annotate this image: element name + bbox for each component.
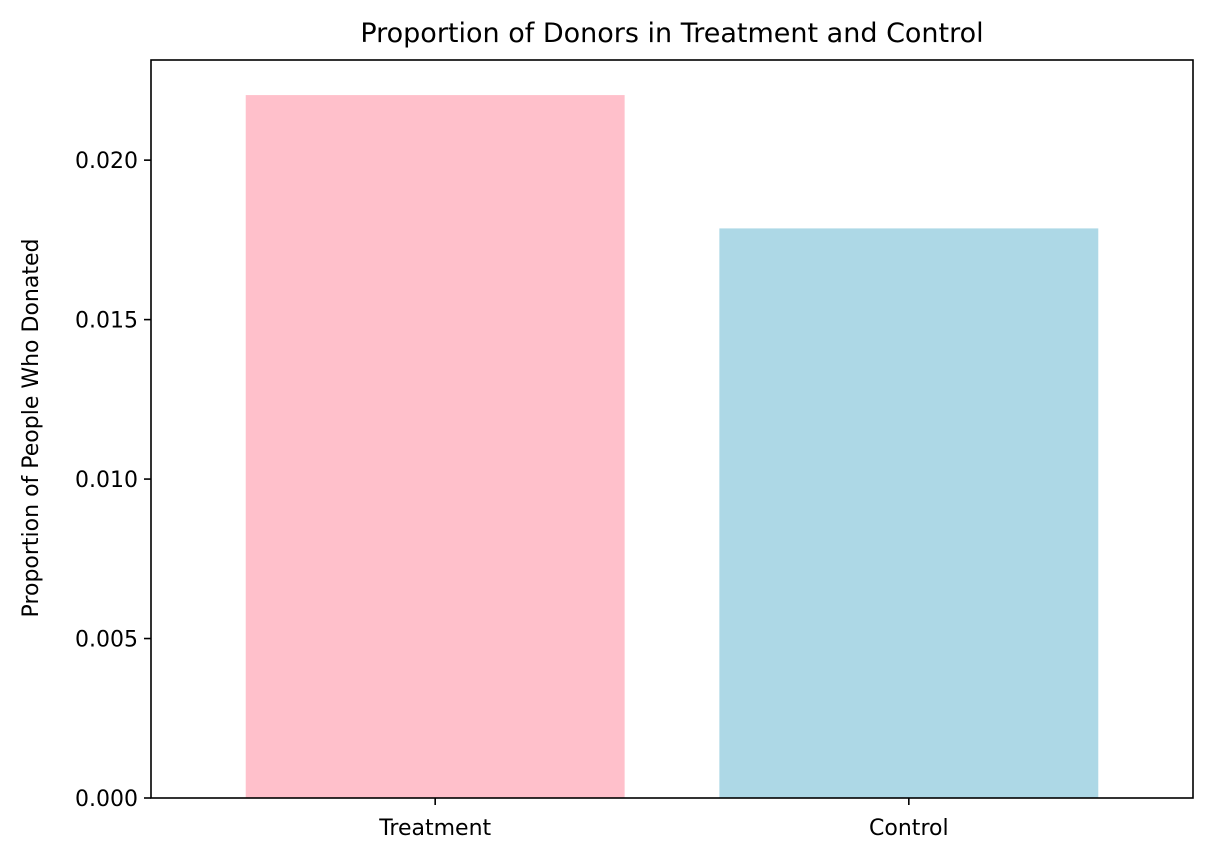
bar-control (719, 228, 1099, 799)
y-tick-label: 0.010 (75, 468, 138, 493)
y-axis-label: Proportion of People Who Donated (19, 239, 44, 618)
y-tick-label: 0.015 (75, 309, 138, 334)
x-axis-ticks: Treatment Control (378, 798, 949, 841)
x-tick-label-control: Control (869, 816, 949, 841)
y-tick-label: 0.000 (75, 787, 138, 812)
plot-frame (150, 59, 1194, 799)
chart-title: Proportion of Donors in Treatment and Co… (360, 18, 983, 49)
x-tick-label-treatment: Treatment (378, 816, 491, 841)
bars-layer (245, 95, 1099, 799)
bar-treatment (245, 95, 625, 799)
y-axis-ticks: 0.000 0.005 0.010 0.015 0.020 (75, 149, 151, 812)
y-tick-label: 0.020 (75, 149, 138, 174)
y-tick-label: 0.005 (75, 628, 138, 653)
